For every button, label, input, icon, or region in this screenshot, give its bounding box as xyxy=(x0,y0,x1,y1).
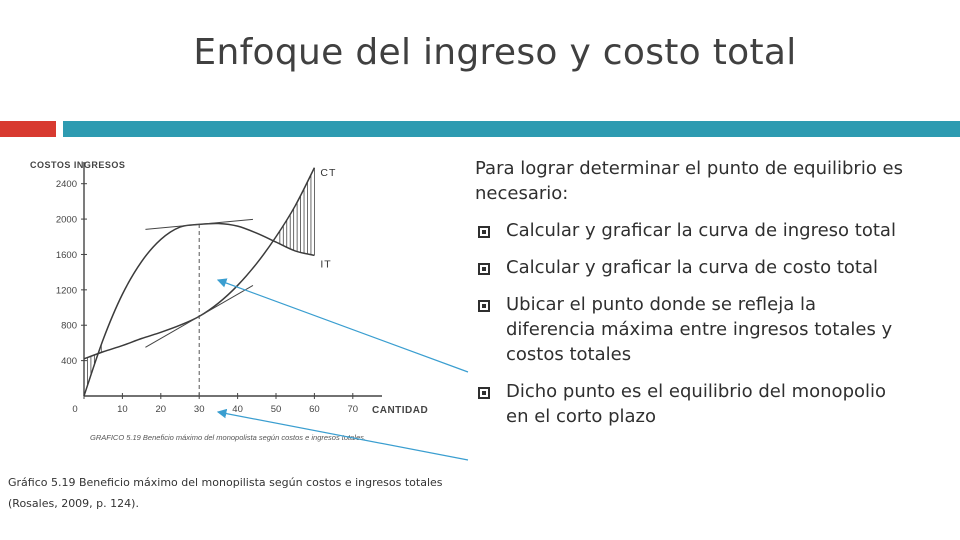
bullet-text: Calcular y graficar la curva de ingreso … xyxy=(506,220,896,241)
bullet-item: Calcular y graficar la curva de costo to… xyxy=(475,255,905,280)
x-tick-label: 60 xyxy=(309,404,320,415)
bullet-text: Ubicar el punto donde se refleja la dife… xyxy=(506,294,893,365)
bullet-item: Dicho punto es el equilibrio del monopol… xyxy=(475,379,905,429)
square-bullet-icon xyxy=(478,300,490,312)
tangent-line-it xyxy=(145,218,254,230)
slide-title: Enfoque del ingreso y costo total xyxy=(193,32,797,73)
tangent-line-ct xyxy=(145,284,254,348)
y-tick-label: 800 xyxy=(61,321,77,332)
chart-figure: 0 10 20 30 40 50 60 70 400 800 1200 1600 2000 2400 CT I… xyxy=(0,150,470,480)
series-layer xyxy=(83,167,316,397)
x-tick-label: 40 xyxy=(232,404,243,415)
series-label-ct: CT xyxy=(320,167,336,179)
bullet-text: Dicho punto es el equilibrio del monopol… xyxy=(506,381,887,427)
x-tick-label: 20 xyxy=(156,404,167,415)
y-tick-label: 1200 xyxy=(56,285,77,296)
bullet-text: Calcular y graficar la curva de costo to… xyxy=(506,257,878,278)
series-label-it: IT xyxy=(320,258,331,270)
y-tick-label: 400 xyxy=(61,356,77,367)
explanation-panel: Para lograr determinar el punto de equil… xyxy=(475,156,905,441)
chart-svg: 0 10 20 30 40 50 60 70 400 800 1200 1600 2000 2400 CT I… xyxy=(30,160,469,461)
square-bullet-icon xyxy=(478,387,490,399)
pointer-arrow-to-it-peak xyxy=(216,278,469,373)
x-tick-label: 0 xyxy=(72,404,77,415)
pointer-arrow-to-x-axis xyxy=(216,408,469,461)
intro-text: Para lograr determinar el punto de equil… xyxy=(475,158,904,204)
label-layer: 0 10 20 30 40 50 60 70 400 800 1200 1600 2000 2400 CT I… xyxy=(56,167,358,415)
x-tick-label: 30 xyxy=(194,404,205,415)
square-bullet-icon xyxy=(478,226,490,238)
accent-bar-red xyxy=(0,121,56,137)
x-tick-label: 50 xyxy=(271,404,282,415)
axes-layer xyxy=(81,162,382,399)
bullet-list: Calcular y graficar la curva de ingreso … xyxy=(475,218,905,429)
y-tick-label: 2400 xyxy=(56,179,77,190)
figure-caption-scan: GRAFICO 5.19 Beneficio máximo del monopo… xyxy=(90,433,366,442)
square-bullet-icon xyxy=(478,263,490,275)
accent-bar-teal xyxy=(63,121,960,137)
x-axis-label: CANTIDAD xyxy=(372,405,428,416)
y-tick-label: 2000 xyxy=(56,215,77,226)
y-tick-label: 1600 xyxy=(56,250,77,261)
bullet-item: Ubicar el punto donde se refleja la dife… xyxy=(475,292,905,367)
y-axis-label: COSTOS INGRESOS xyxy=(30,160,125,170)
bullet-item: Calcular y graficar la curva de ingreso … xyxy=(475,218,905,243)
x-tick-label: 10 xyxy=(117,404,128,415)
figure-caption: Gráfico 5.19 Beneficio máximo del monopi… xyxy=(8,476,443,510)
x-tick-label: 70 xyxy=(348,404,359,415)
hatch-layer xyxy=(83,167,315,396)
